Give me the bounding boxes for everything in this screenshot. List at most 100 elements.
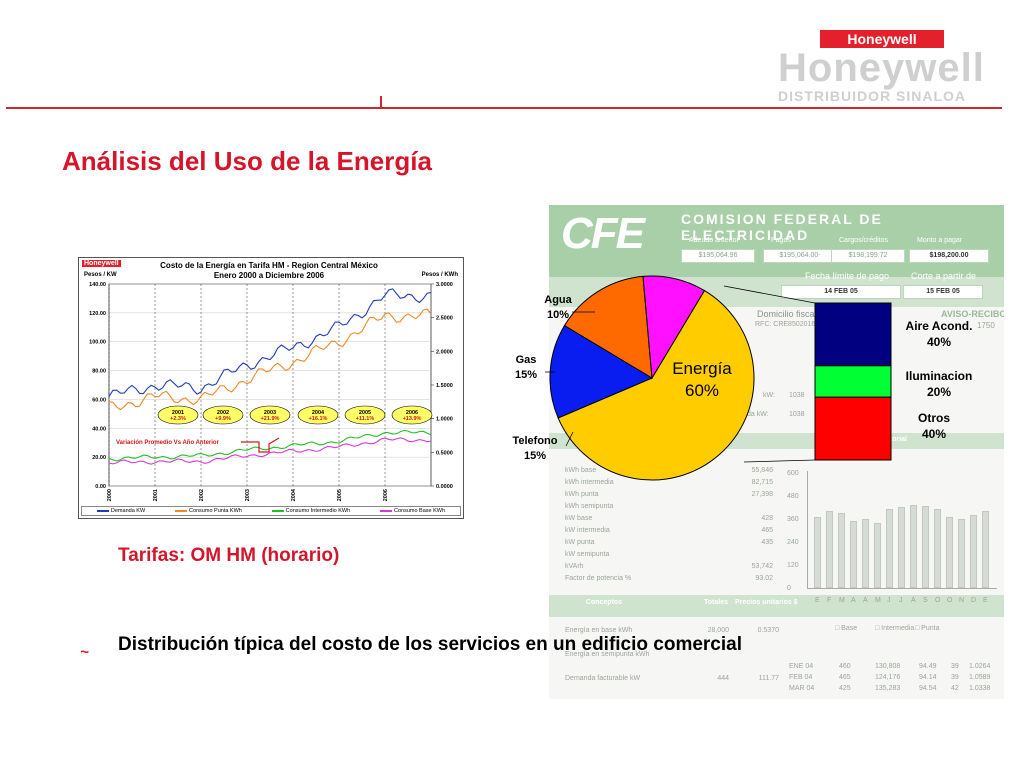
- pie-slice: [563, 275, 653, 379]
- right-axis-label: Pesos / KWh: [421, 272, 458, 278]
- bill-header-band: [549, 205, 1004, 277]
- pie-label-gas-name: Gas: [515, 354, 537, 366]
- bullet-text: Distribución típica del costo de los ser…: [118, 634, 743, 655]
- honeywell-watermark: Honeywell: [778, 46, 985, 90]
- line-chart-plot: 0.00 20.00 40.00 60.00 80.00 100.00 120.00 140.…: [89, 282, 453, 501]
- reading-label: kWh punta: [565, 491, 599, 498]
- legend-label: Consumo Intermedio KWh: [285, 508, 351, 514]
- series-line: [108, 437, 432, 465]
- bubble-shape: [391, 405, 433, 425]
- y2-tick-label: 1.5000: [436, 383, 453, 389]
- page-title: Análisis del Uso de la Energía: [62, 146, 432, 176]
- concept-price: 0.5370: [757, 627, 779, 634]
- x-tick-label: 2006: [383, 489, 389, 501]
- series-line: [108, 308, 432, 411]
- history-bar: [958, 519, 965, 588]
- history-cell: MAR 04: [789, 685, 815, 692]
- concept-label: Demanda facturable kW: [565, 675, 641, 682]
- pie-slice: [557, 289, 755, 481]
- concept-price: 111.77: [758, 675, 779, 682]
- reading-label: kVArh: [565, 563, 584, 570]
- history-month: M: [875, 597, 881, 604]
- y-tick-label: 0.00: [95, 484, 106, 490]
- variation-bubble: 2001+2.3%: [157, 405, 199, 425]
- cut-date-value: 15 FEB 05: [903, 285, 983, 299]
- pie-label-gas-value: 15%: [514, 369, 538, 381]
- reading-label: kWh base: [565, 467, 597, 474]
- variation-bubble: 2005+11.1%: [344, 405, 386, 425]
- rfc-label: RFC: CRE8502016: [755, 321, 816, 328]
- stack-segment: [814, 396, 892, 461]
- history-legend-item: □ Intermedia: [875, 625, 915, 632]
- history-month: E: [815, 597, 820, 604]
- series-line: [108, 288, 432, 397]
- variation-bubble: 2002+9.9%: [202, 405, 244, 425]
- history-bar: [814, 517, 821, 588]
- bill-amount: $198,200.00: [909, 249, 989, 263]
- pie-label-gas: Gas 15%: [504, 353, 548, 383]
- chart-title-line2: Enero 2000 a Diciembre 2006: [213, 271, 325, 280]
- kw-label: kW:: [763, 392, 775, 399]
- left-axis-label: Pesos / KW: [84, 272, 117, 278]
- history-bar: [982, 511, 989, 588]
- bubble-pct: +16.1%: [309, 416, 328, 422]
- concept-header: Totales: [704, 599, 728, 606]
- bill-header-label: Adeudo anterior: [689, 237, 739, 244]
- y2-tick-label: 2.5000: [436, 316, 453, 322]
- y-tick-label: 40.00: [92, 426, 106, 432]
- legend-item: Consumo Intermedio KWh: [271, 508, 351, 514]
- history-cell: 425: [839, 685, 851, 692]
- bullet-icon: ~: [80, 644, 89, 661]
- history-month: F: [827, 597, 832, 604]
- y-tick-label: 80.00: [92, 369, 106, 375]
- history-cell: 39: [951, 663, 959, 670]
- connector-line: [743, 459, 816, 463]
- energy-cost-chart: Honeywell Costo de la Energía en Tarifa …: [78, 257, 464, 519]
- header-divider-tick: [380, 96, 382, 108]
- history-month: A: [911, 597, 916, 604]
- bubble-pct: +11.1%: [356, 416, 375, 422]
- bill-amount: $198,199.72: [831, 249, 905, 263]
- reading-value: 82,715: [751, 479, 773, 486]
- pie-label-agua: Agua 10%: [536, 293, 580, 323]
- reading-value: 428: [761, 515, 773, 522]
- legend-swatch: [96, 509, 109, 512]
- bubble-shape: [297, 405, 339, 425]
- reading-value: 435: [761, 539, 773, 546]
- pie-slice: [549, 324, 654, 419]
- history-month: D: [971, 597, 977, 604]
- history-bar: [970, 515, 977, 588]
- history-month: O: [935, 597, 941, 604]
- legend-label: Demanda KW: [110, 508, 146, 514]
- legend-item: Demanda KW: [96, 508, 146, 514]
- history-cell: 42: [951, 685, 959, 692]
- pie-label-telefono: Telefono 15%: [505, 434, 565, 464]
- concept-header: Conceptos: [585, 599, 623, 606]
- x-tick-label: 2001: [153, 489, 159, 501]
- history-cell: 130,808: [875, 663, 901, 670]
- stack-label-otros-value: 40%: [921, 427, 947, 441]
- chart-title-line1: Costo de la Energía en Tarifa HM - Regio…: [160, 261, 378, 270]
- legend-item: Consumo Base KWh: [379, 508, 445, 514]
- pie-slice: [642, 275, 706, 380]
- stack-segment: [814, 365, 892, 398]
- variation-bubble: 2006+13.9%: [391, 405, 433, 425]
- bubble-year: 2002: [217, 410, 229, 416]
- y2-tick-label: 3.0000: [436, 282, 453, 288]
- history-cell: 94.49: [919, 663, 937, 670]
- history-cell: 124,176: [875, 674, 901, 681]
- stack-label-otros-name: Otros: [917, 411, 950, 425]
- y-tick-label: 60.00: [92, 397, 106, 403]
- history-cell: 1.0589: [969, 674, 991, 681]
- demanda-value: 1038: [789, 411, 805, 418]
- pie-label-agua-value: 10%: [546, 309, 570, 321]
- stack-label-iluminacion-name: Iluminacion: [905, 369, 973, 383]
- history-cell: ENE 04: [789, 663, 814, 670]
- tariffs-label: Tarifas: OM HM (horario): [118, 545, 340, 566]
- history-month: A: [851, 597, 856, 604]
- bubble-shape: [157, 405, 199, 425]
- history-month: E: [983, 597, 988, 604]
- note-arrow: [241, 437, 280, 453]
- history-bar: [946, 517, 953, 588]
- concept-total: 444: [717, 675, 729, 682]
